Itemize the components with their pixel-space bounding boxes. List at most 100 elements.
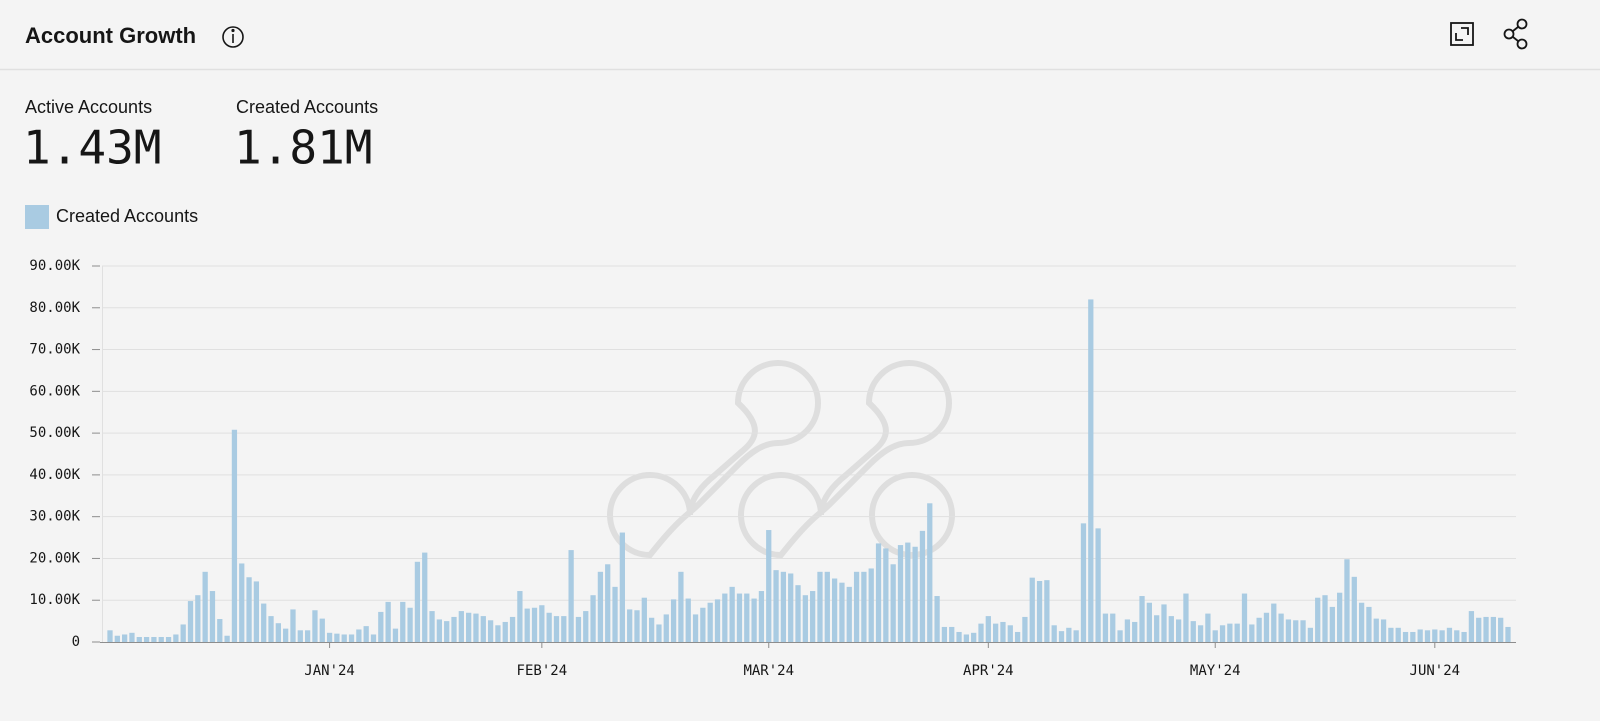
share-icon[interactable] [1503,18,1528,50]
bar [378,611,384,642]
bar [509,616,516,642]
bar [487,620,494,642]
bar [656,624,662,642]
bar [1205,613,1211,642]
bar [700,607,706,642]
bar [451,616,457,642]
bar [831,578,838,642]
bar [568,550,574,642]
info-icon[interactable] [222,26,244,48]
stat-value: 1.81M [234,121,372,175]
bar [1190,621,1196,642]
bar [985,616,991,642]
bar [180,624,186,642]
bar [246,577,252,642]
bar [1022,616,1028,642]
bar [1073,630,1079,642]
bar [824,571,830,642]
x-tick-label: MAY'24 [1190,663,1241,679]
bar [963,634,970,642]
bar [1007,625,1013,642]
bar [1344,559,1350,642]
bar [1036,581,1043,642]
bar [385,601,391,642]
bar [304,630,311,642]
bar [627,609,633,642]
bar [1483,616,1489,642]
bar [648,617,655,642]
bar [392,628,399,642]
bar [1380,619,1387,642]
bar [802,595,808,642]
bar [1322,595,1328,642]
bar [253,581,260,642]
bar [956,631,962,642]
bar [553,616,560,642]
bar [1146,602,1152,642]
bar [539,605,545,642]
bar [912,546,918,642]
bar [744,593,750,642]
bar [1395,627,1401,642]
x-tick-label: APR'24 [963,663,1014,679]
bar [268,616,274,642]
bar [1417,629,1423,642]
bar [224,635,230,642]
bar [875,543,882,642]
bar [1402,631,1409,642]
bar [129,632,135,642]
bar [290,609,296,642]
bar [1498,617,1504,642]
bar [583,611,589,642]
bar [231,429,238,642]
bar [114,635,120,642]
bar [1249,624,1255,642]
bar [1358,602,1365,642]
y-tick-label: 90.00K [29,258,80,274]
bar [1168,616,1174,642]
bar [1468,611,1475,642]
bar [853,571,860,642]
bar [400,601,406,642]
expand-icon[interactable] [1450,22,1474,46]
bar [143,636,150,642]
bar [1410,631,1416,642]
bar [158,636,164,642]
bar [1066,627,1072,642]
bar [1161,604,1167,642]
bar [714,599,721,642]
x-tick-label: MAR'24 [743,663,794,679]
bar [348,634,355,642]
bar [678,571,684,642]
bar [634,610,640,642]
bar [495,625,501,642]
bar [107,630,113,642]
x-tick-label: FEB'24 [517,663,568,679]
bar [363,626,369,642]
bar [619,532,625,642]
bar [1337,592,1343,642]
bar [531,607,538,642]
bar [897,545,904,642]
bar [1029,577,1035,642]
y-tick-label: 70.00K [29,342,80,358]
bar [1058,631,1065,642]
bar [444,621,450,642]
bar [1373,618,1379,642]
bar [1132,621,1138,642]
bar [810,591,816,642]
bar [1212,630,1218,642]
bar [795,585,801,642]
bar [165,636,172,642]
bar [941,626,948,642]
bar [466,612,472,642]
bar [1219,625,1226,642]
bar [729,586,735,642]
bar [685,598,691,642]
bar [1424,630,1431,642]
bar [422,552,428,642]
x-tick-label: JAN'24 [304,663,355,679]
bar [239,563,245,642]
bar [846,586,852,642]
stat-label: Active Accounts [25,97,152,117]
